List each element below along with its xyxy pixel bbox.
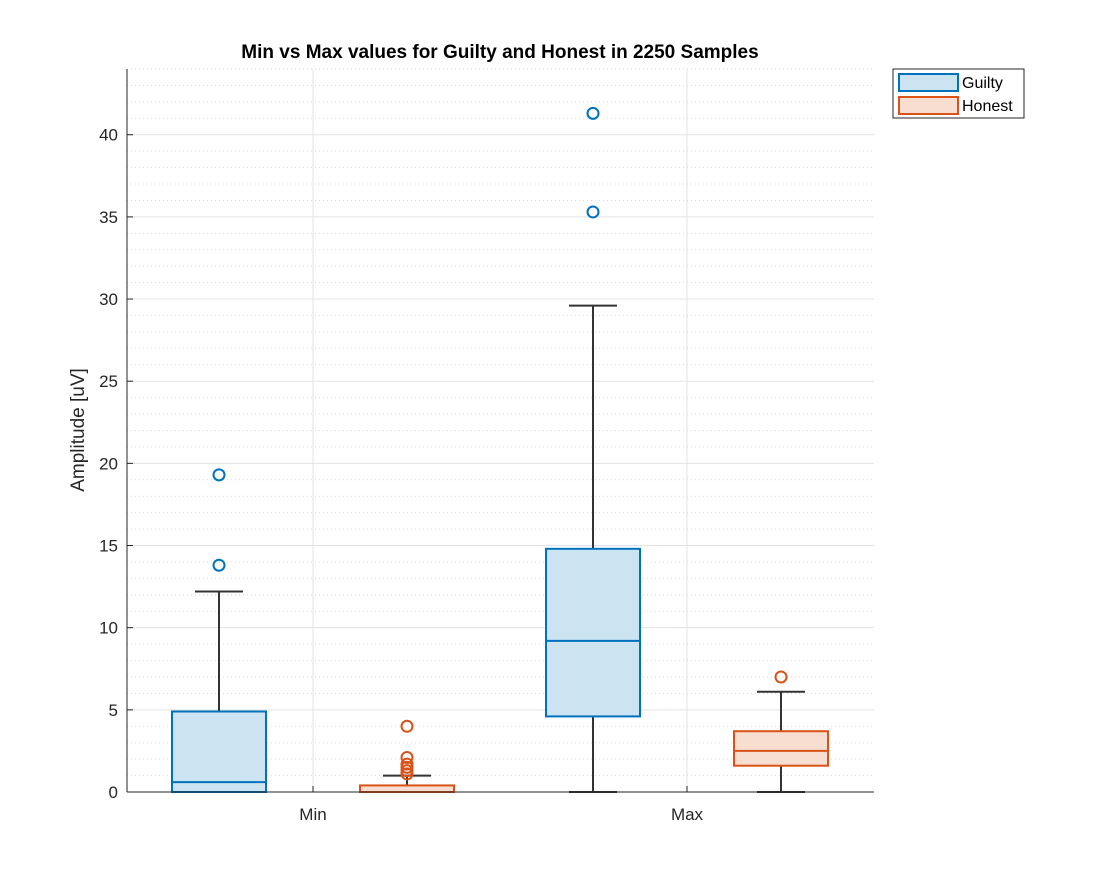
legend-swatch (898, 73, 959, 92)
legend-entry-label: Honest (962, 98, 1013, 115)
outlier-point (212, 468, 226, 482)
legend-swatch (898, 96, 959, 115)
outlier-point (400, 757, 414, 771)
x-tick-label: Max (671, 805, 704, 824)
y-axis-label: Amplitude [uV] (68, 368, 89, 492)
outlier-point (586, 106, 600, 120)
y-tick-label: 40 (99, 126, 118, 145)
y-tick-label: 0 (109, 783, 118, 802)
y-tick-label: 25 (99, 372, 118, 391)
y-tick-label: 20 (99, 454, 118, 473)
legend-entry-label: Guilty (962, 75, 1003, 92)
outlier-point (212, 558, 226, 572)
outlier-point (586, 205, 600, 219)
outlier-point (400, 750, 414, 764)
box-body (733, 730, 829, 767)
outlier-point (774, 670, 788, 684)
y-tick-label: 30 (99, 290, 118, 309)
box-honest-max (733, 670, 829, 793)
box-body (171, 710, 267, 793)
y-tick-label: 15 (99, 537, 118, 556)
box-body (545, 547, 641, 718)
outlier-point (400, 719, 414, 733)
y-tick-label: 5 (109, 701, 118, 720)
box-guilty-min (171, 468, 267, 793)
axes: 0 5 10 15 20 25 30 35 40 Min Max (99, 69, 874, 824)
y-tick-label: 10 (99, 619, 118, 638)
chart-title: Min vs Max values for Guilty and Honest … (241, 42, 758, 63)
y-tick-label: 35 (99, 208, 118, 227)
legend: Guilty Honest (892, 68, 1025, 119)
x-tick-label: Min (299, 805, 326, 824)
plot-area (171, 106, 829, 793)
